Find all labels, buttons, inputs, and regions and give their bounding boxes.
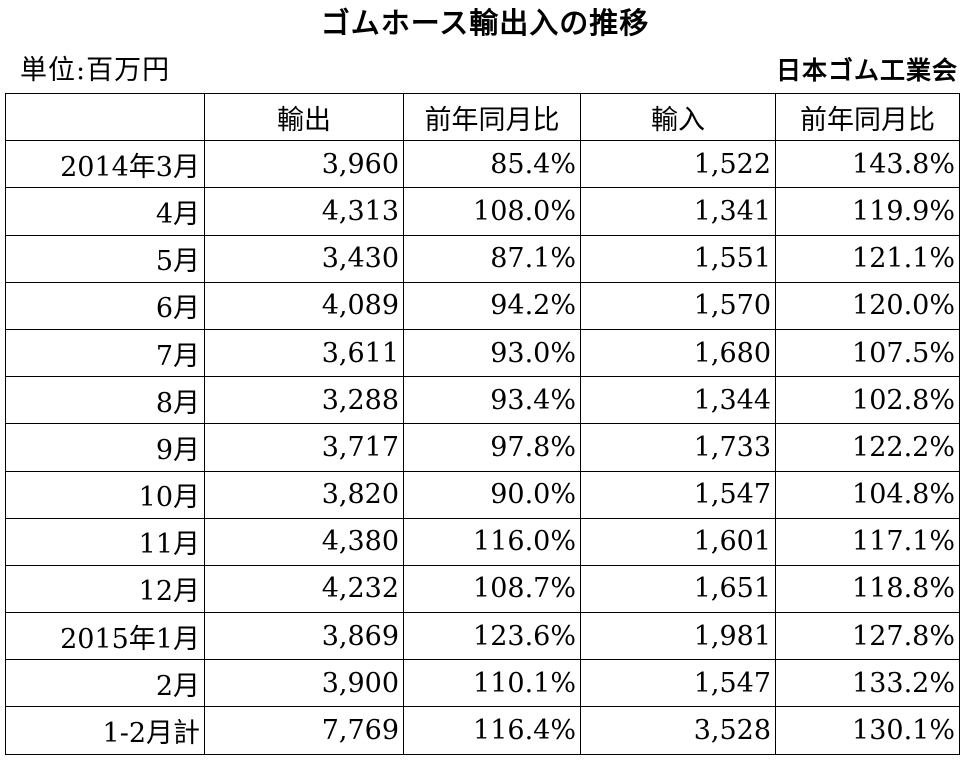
table-row: 12月 4,232 108.7% 1,651 118.8%	[5, 564, 960, 614]
period-cell: 2014年3月	[5, 140, 205, 189]
imports-yoy-cell: 121.1%	[775, 234, 960, 283]
table-row: 6月 4,089 94.2% 1,570 120.0%	[5, 281, 960, 330]
exports-cell: 4,380	[204, 517, 404, 566]
header-cell-imports: 輸入	[580, 92, 776, 142]
period-cell: 12月	[5, 564, 205, 614]
imports-cell: 1,981	[580, 612, 776, 661]
imports-cell: 1,680	[580, 328, 776, 378]
table-row: 2月 3,900 110.1% 1,547 133.2%	[5, 659, 960, 708]
table-row: 10月 3,820 90.0% 1,547 104.8%	[5, 470, 960, 519]
period-cell: 2015年1月	[5, 612, 205, 661]
exports-yoy-cell: 108.7%	[403, 564, 581, 614]
exports-yoy-cell: 93.0%	[403, 328, 581, 378]
exports-cell: 3,820	[204, 470, 404, 519]
page-title: ゴムホース輸出入の推移	[320, 6, 650, 40]
imports-cell: 1,601	[580, 517, 776, 566]
exports-yoy-cell: 116.0%	[403, 517, 581, 566]
imports-cell: 1,547	[580, 470, 776, 519]
exports-cell: 3,288	[204, 376, 404, 425]
period-cell: 2月	[5, 659, 205, 708]
imports-yoy-cell: 120.0%	[775, 281, 960, 330]
imports-yoy-cell: 104.8%	[775, 470, 960, 519]
exports-cell: 3,717	[204, 423, 404, 472]
imports-cell: 1,341	[580, 187, 776, 236]
exports-cell: 7,769	[204, 706, 404, 755]
header-row: 輸出 前年同月比 輸入 前年同月比	[5, 92, 960, 142]
exports-yoy-cell: 93.4%	[403, 376, 581, 425]
exports-yoy-cell: 87.1%	[403, 234, 581, 283]
table-row: 4月 4,313 108.0% 1,341 119.9%	[5, 187, 960, 236]
period-cell: 9月	[5, 423, 205, 472]
imports-yoy-cell: 122.2%	[775, 423, 960, 472]
period-cell: 5月	[5, 234, 205, 283]
exports-yoy-cell: 123.6%	[403, 612, 581, 661]
imports-yoy-cell: 127.8%	[775, 612, 960, 661]
exports-cell: 4,089	[204, 281, 404, 330]
period-cell: 7月	[5, 328, 205, 378]
period-cell: 4月	[5, 187, 205, 236]
imports-cell: 3,528	[580, 706, 776, 755]
imports-yoy-cell: 133.2%	[775, 659, 960, 708]
period-cell: 8月	[5, 376, 205, 425]
imports-yoy-cell: 130.1%	[775, 706, 960, 755]
imports-cell: 1,651	[580, 564, 776, 614]
imports-yoy-cell: 143.8%	[775, 140, 960, 189]
exports-cell: 3,611	[204, 328, 404, 378]
imports-cell: 1,570	[580, 281, 776, 330]
header-cell-period	[5, 92, 205, 142]
imports-yoy-cell: 117.1%	[775, 517, 960, 566]
exports-cell: 3,960	[204, 140, 404, 189]
header-cell-exports: 輸出	[204, 92, 404, 142]
period-cell: 6月	[5, 281, 205, 330]
table-row: 7月 3,611 93.0% 1,680 107.5%	[5, 328, 960, 378]
exports-cell: 3,900	[204, 659, 404, 708]
exports-cell: 4,232	[204, 564, 404, 614]
source-label: 日本ゴム工業会	[775, 56, 958, 85]
imports-yoy-cell: 118.8%	[775, 564, 960, 614]
data-table: 輸出 前年同月比 輸入 前年同月比 2014年3月 3,960 85.4% 1,522…	[5, 92, 960, 755]
imports-yoy-cell: 107.5%	[775, 328, 960, 378]
table-row: 2014年3月 3,960 85.4% 1,522 143.8%	[5, 140, 960, 189]
exports-yoy-cell: 85.4%	[403, 140, 581, 189]
imports-cell: 1,344	[580, 376, 776, 425]
exports-yoy-cell: 97.8%	[403, 423, 581, 472]
table-body: 2014年3月 3,960 85.4% 1,522 143.8% 4月 4,313 108.0…	[5, 140, 960, 755]
period-cell: 10月	[5, 470, 205, 519]
unit-label: 単位:百万円	[20, 55, 171, 86]
imports-cell: 1,522	[580, 140, 776, 189]
exports-yoy-cell: 90.0%	[403, 470, 581, 519]
table-row: 9月 3,717 97.8% 1,733 122.2%	[5, 423, 960, 472]
period-cell: 1-2月計	[5, 706, 205, 755]
imports-yoy-cell: 102.8%	[775, 376, 960, 425]
table-row: 11月 4,380 116.0% 1,601 117.1%	[5, 517, 960, 566]
exports-cell: 3,430	[204, 234, 404, 283]
exports-yoy-cell: 108.0%	[403, 187, 581, 236]
exports-cell: 4,313	[204, 187, 404, 236]
table-row: 2015年1月 3,869 123.6% 1,981 127.8%	[5, 612, 960, 661]
exports-yoy-cell: 94.2%	[403, 281, 581, 330]
imports-cell: 1,547	[580, 659, 776, 708]
imports-yoy-cell: 119.9%	[775, 187, 960, 236]
exports-cell: 3,869	[204, 612, 404, 661]
imports-cell: 1,733	[580, 423, 776, 472]
period-cell: 11月	[5, 517, 205, 566]
table-row: 8月 3,288 93.4% 1,344 102.8%	[5, 376, 960, 425]
exports-yoy-cell: 116.4%	[403, 706, 581, 755]
header-cell-exports-yoy: 前年同月比	[403, 92, 581, 142]
exports-yoy-cell: 110.1%	[403, 659, 581, 708]
header-cell-imports-yoy: 前年同月比	[775, 92, 960, 142]
table-row: 1-2月計 7,769 116.4% 3,528 130.1%	[5, 706, 960, 755]
imports-cell: 1,551	[580, 234, 776, 283]
table-row: 5月 3,430 87.1% 1,551 121.1%	[5, 234, 960, 283]
